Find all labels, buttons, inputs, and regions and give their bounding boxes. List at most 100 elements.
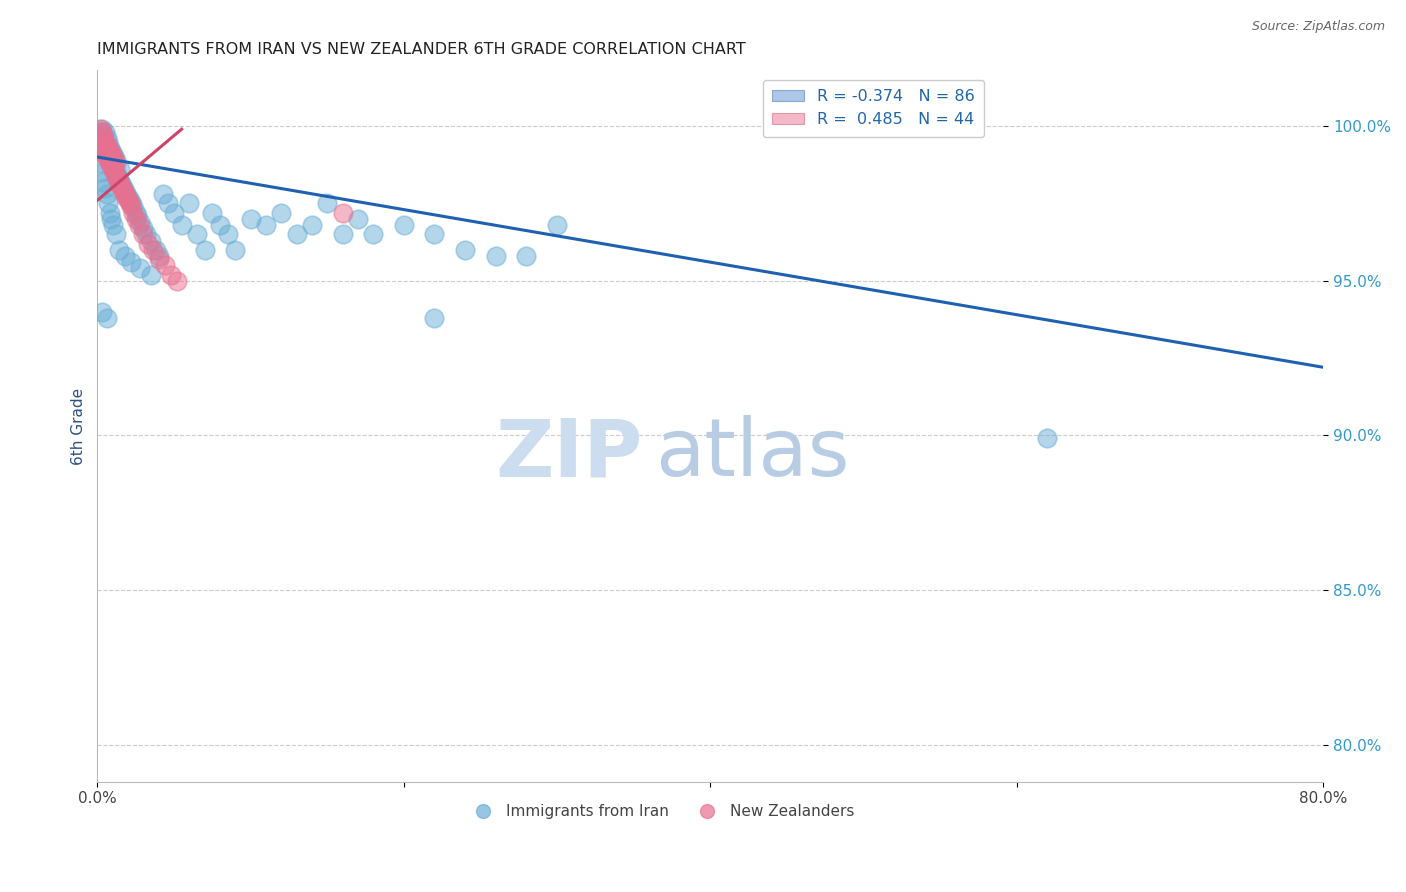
Point (89, 122, 111, 136)
Point (423, 310, 446, 325)
Point (100, 156, 122, 170)
Point (110, 162, 132, 177)
Point (153, 258, 176, 272)
Point (186, 227, 208, 242)
Point (194, 243, 217, 257)
Text: atlas: atlas (655, 416, 849, 493)
Point (148, 252, 170, 266)
Point (124, 205, 146, 219)
Point (347, 211, 370, 226)
Point (91, 125, 114, 139)
Point (112, 181, 135, 195)
Point (132, 221, 155, 235)
Point (316, 196, 339, 211)
Point (132, 227, 155, 242)
Point (104, 227, 127, 242)
Point (97, 147, 120, 161)
Point (139, 234, 162, 248)
Text: IMMIGRANTS FROM IRAN VS NEW ZEALANDER 6TH GRADE CORRELATION CHART: IMMIGRANTS FROM IRAN VS NEW ZEALANDER 6T… (97, 42, 747, 57)
Point (145, 243, 167, 257)
Point (94, 141, 117, 155)
Point (91, 304, 114, 318)
Point (332, 227, 354, 242)
Point (101, 147, 124, 161)
Point (96, 187, 118, 202)
Point (141, 243, 163, 257)
Text: Source: ZipAtlas.com: Source: ZipAtlas.com (1251, 20, 1385, 33)
Point (454, 243, 477, 257)
Point (332, 205, 354, 219)
Point (120, 199, 142, 213)
Point (93, 144, 115, 158)
Point (93, 175, 115, 189)
Point (114, 187, 136, 202)
Point (1036, 431, 1059, 445)
Point (104, 153, 127, 167)
Point (120, 196, 142, 211)
Point (160, 268, 183, 282)
Point (100, 159, 122, 173)
Point (105, 171, 128, 186)
Point (208, 218, 231, 232)
Point (166, 274, 188, 288)
Point (101, 162, 124, 177)
Point (91, 122, 114, 136)
Point (98, 156, 121, 170)
Point (127, 209, 149, 223)
Point (224, 243, 246, 257)
Point (152, 187, 174, 202)
Point (201, 205, 224, 219)
Point (124, 211, 146, 226)
Point (98, 205, 121, 219)
Point (148, 249, 170, 263)
Point (129, 261, 152, 276)
Point (117, 190, 139, 204)
Point (239, 211, 262, 226)
Point (104, 169, 127, 183)
Point (97, 141, 120, 155)
Point (117, 194, 139, 208)
Point (104, 165, 127, 179)
Point (114, 249, 136, 263)
Point (107, 243, 129, 257)
Point (98, 150, 121, 164)
Point (96, 131, 118, 145)
Legend: Immigrants from Iran, New Zealanders: Immigrants from Iran, New Zealanders (463, 798, 860, 825)
Point (423, 227, 446, 242)
Point (111, 178, 134, 192)
Point (115, 190, 138, 204)
Point (91, 137, 114, 152)
Point (179, 196, 201, 211)
Point (301, 218, 323, 232)
Point (96, 150, 118, 164)
Point (91, 131, 114, 145)
Point (93, 135, 115, 149)
Point (361, 227, 384, 242)
Point (91, 165, 114, 179)
Point (121, 199, 143, 213)
Point (546, 218, 568, 232)
Point (392, 218, 415, 232)
Point (96, 137, 118, 152)
Point (254, 218, 277, 232)
Point (100, 211, 122, 226)
Y-axis label: 6th Grade: 6th Grade (72, 387, 86, 465)
Point (110, 175, 132, 189)
Point (98, 144, 121, 158)
Point (103, 165, 125, 179)
Point (115, 187, 138, 202)
Point (111, 181, 134, 195)
Point (97, 153, 120, 167)
Point (103, 153, 125, 167)
Point (515, 249, 537, 263)
Point (96, 137, 118, 152)
Point (285, 227, 308, 242)
Point (136, 236, 159, 251)
Point (114, 184, 136, 198)
Point (104, 156, 127, 170)
Point (120, 255, 142, 269)
Point (94, 181, 117, 195)
Point (89, 125, 111, 139)
Point (107, 171, 129, 186)
Point (101, 218, 124, 232)
